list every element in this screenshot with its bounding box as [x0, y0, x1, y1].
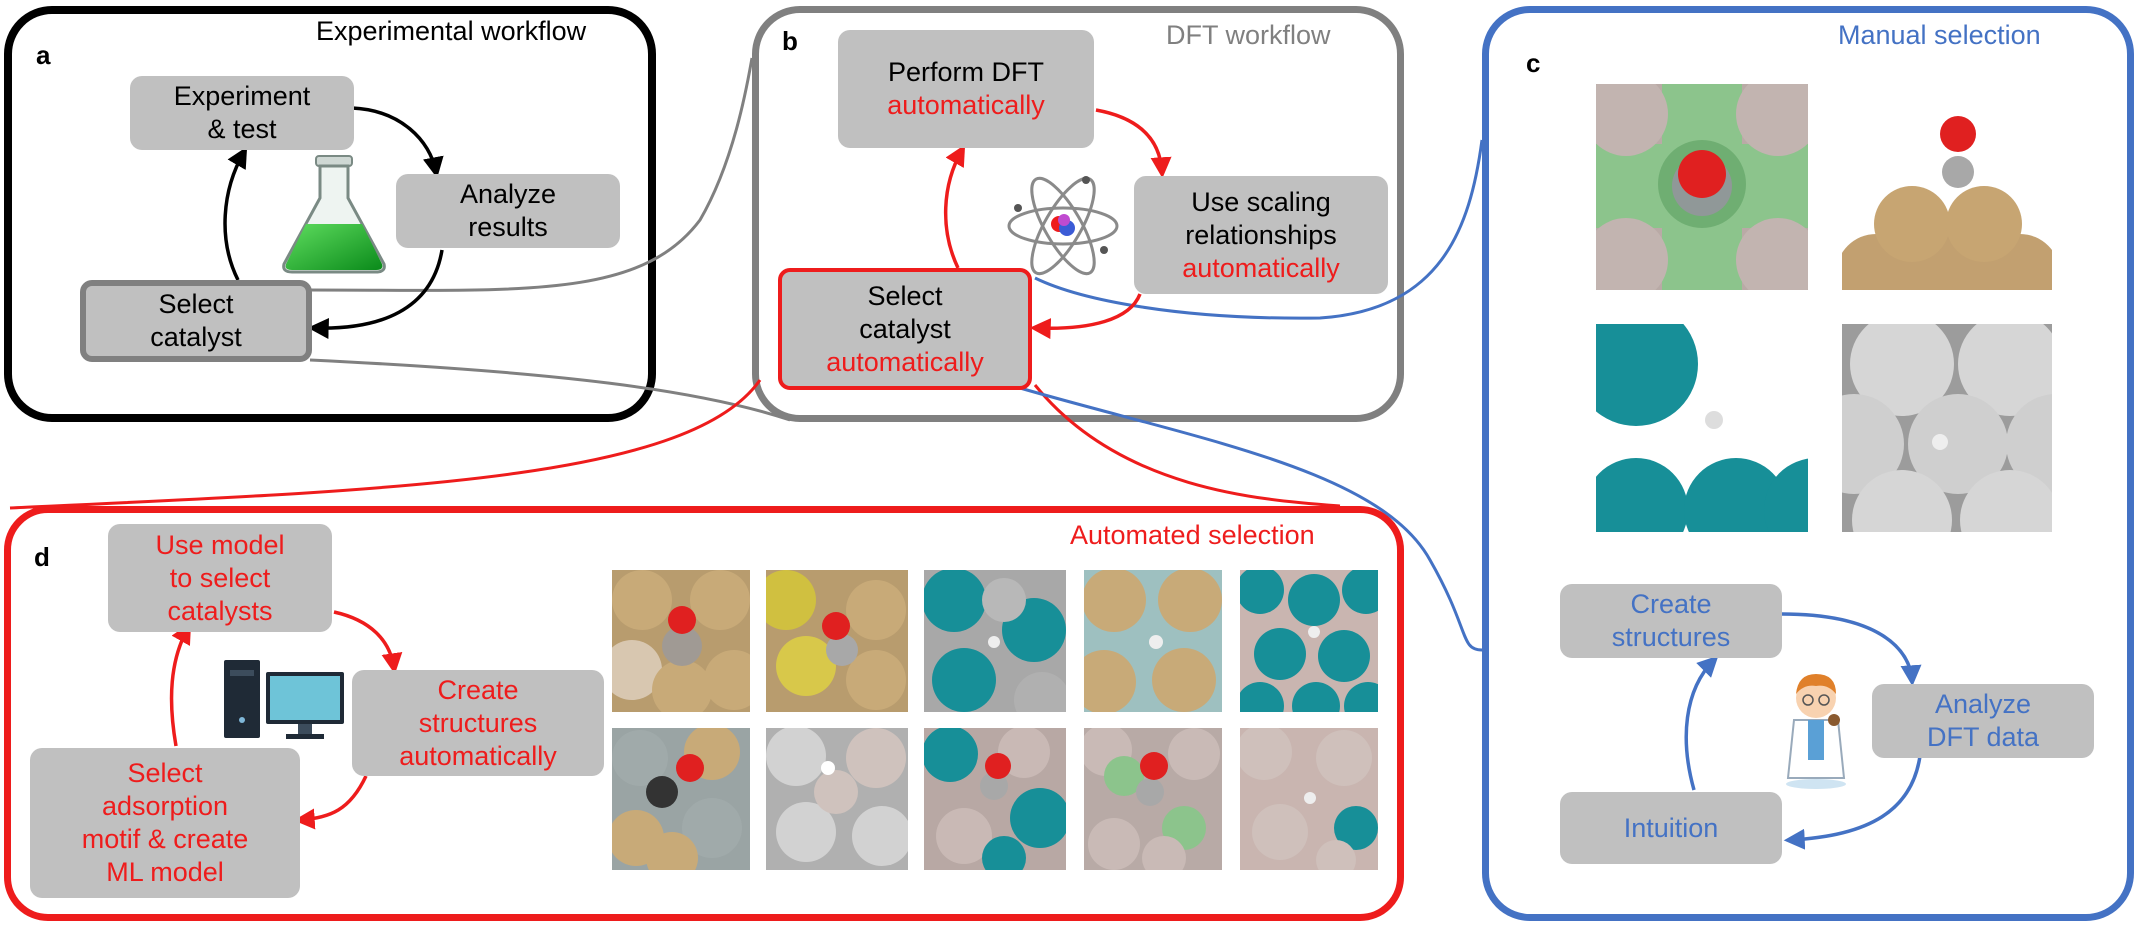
panel-a — [4, 6, 656, 422]
scientist-icon — [1786, 674, 1846, 789]
box-scaling-line1: Use scaling — [1191, 186, 1331, 217]
molecule-structure-tile — [1842, 84, 2052, 290]
molecule-structure-tile — [924, 570, 1066, 712]
molecule-structure-tile — [1240, 570, 1378, 712]
molecule-structure-tile — [1240, 728, 1378, 870]
box-intuition: Intuition — [1560, 792, 1782, 864]
box-scaling-line3: automatically — [1182, 252, 1340, 283]
connector-b-to-c-top — [1034, 139, 1484, 320]
panel-d — [4, 506, 1404, 921]
box-use-model-line2: to select — [169, 562, 271, 593]
box-experiment-test: Experiment & test — [130, 76, 354, 150]
box-create-c-line2: structures — [1611, 622, 1731, 652]
box-create-structures-d: Create structures automatically — [352, 670, 604, 776]
atom-icon — [1007, 176, 1119, 276]
panel-c-title: Manual selection — [1838, 20, 2041, 50]
arrow-c-analyze-to-intuition — [1783, 755, 1922, 850]
box-experiment-line2: & test — [207, 114, 277, 144]
box-perform-line1: Perform DFT — [887, 57, 1044, 87]
molecule-structure-tile — [1596, 84, 1808, 290]
arrow-b-select-to-perform — [944, 144, 966, 269]
arrow-d-select-to-model — [169, 622, 192, 747]
molecule-structure-tile — [612, 728, 750, 870]
arrow-c-intuition-to-create — [1684, 655, 1719, 791]
arrow-a-analyze-to-select — [307, 249, 444, 339]
box-analyze-c-line2: DFT data — [1926, 722, 2040, 752]
molecule-structure-tile — [766, 728, 908, 870]
flask-icon — [282, 155, 386, 274]
panel-a-label: a — [36, 40, 51, 70]
box-perform-dft: Perform DFT automatically — [838, 30, 1094, 148]
box-analyze-results: Analyze results — [396, 174, 620, 248]
panel-a-title: Experimental workflow — [316, 16, 587, 46]
box-select-d-line1: Select — [127, 758, 203, 788]
panel-b-label: b — [782, 26, 798, 56]
box-select-b-line2: catalyst — [859, 313, 951, 344]
box-select-catalyst-b: Select catalyst automatically — [778, 268, 1032, 390]
box-experiment-line1: Experiment — [173, 81, 311, 111]
box-use-model: Use model to select catalysts — [108, 524, 332, 632]
arrow-d-create-to-select — [293, 775, 368, 830]
box-select-adsorption: Select adsorption motif & create ML mode… — [30, 748, 300, 898]
box-select-b-line3: automatically — [826, 346, 984, 377]
arrow-b-perform-to-scaling — [1095, 108, 1172, 179]
panel-c — [1482, 6, 2134, 921]
box-analyze-line1: Analyze — [459, 179, 557, 209]
box-select-b-line1: Select — [867, 280, 943, 311]
box-intuition-line1: Intuition — [1623, 812, 1719, 843]
box-create-d-line2: structures — [418, 707, 538, 738]
box-select-a-line1: Select — [158, 289, 234, 319]
box-analyze-dft-data: Analyze DFT data — [1872, 684, 2094, 758]
molecule-structure-tile — [612, 570, 750, 712]
molecule-structure-tile — [924, 728, 1066, 870]
box-create-structures-c: Create structures — [1560, 584, 1782, 658]
panel-d-label: d — [34, 542, 50, 572]
molecule-structure-tile — [1084, 728, 1222, 870]
arrow-a-select-to-exp — [223, 146, 248, 281]
box-perform-line2: automatically — [887, 90, 1045, 120]
box-scaling-line2: relationships — [1185, 219, 1337, 250]
box-use-model-line3: catalysts — [167, 595, 273, 626]
box-select-d-line3: motif & create — [81, 824, 249, 854]
box-create-c-line1: Create — [1630, 589, 1712, 619]
box-analyze-c-line1: Analyze — [1934, 689, 2032, 719]
panel-b — [752, 6, 1404, 422]
box-scaling-relationships: Use scaling relationships automatically — [1134, 176, 1388, 294]
arrow-c-create-to-analyze — [1781, 612, 1922, 687]
box-select-d-line4: ML model — [106, 857, 224, 887]
box-select-d-line2: adsorption — [101, 791, 229, 821]
arrow-a-exp-to-analyze — [351, 106, 444, 179]
molecule-structure-tile — [1084, 570, 1222, 712]
connector-a-to-b-bottom — [309, 358, 791, 422]
connector-b-to-d-left — [9, 379, 762, 510]
box-select-a-line2: catalyst — [150, 322, 242, 352]
molecule-structure-tile — [766, 570, 908, 712]
arrow-d-model-to-create — [333, 610, 403, 675]
panel-b-title: DFT workflow — [1166, 20, 1331, 50]
box-create-d-line1: Create — [437, 674, 519, 705]
panel-d-title: Automated selection — [1070, 520, 1315, 550]
computer-icon — [224, 660, 344, 739]
box-create-d-line3: automatically — [399, 740, 557, 771]
connector-b-to-c-bottom — [1019, 386, 1483, 652]
connector-a-to-b-top — [307, 57, 754, 292]
panel-c-label: c — [1526, 48, 1541, 78]
molecule-structure-tile — [1596, 324, 1808, 532]
arrow-b-scaling-to-select — [1029, 293, 1142, 340]
connector-b-to-d-right — [1033, 384, 1341, 508]
molecule-structure-tile — [1842, 324, 2052, 532]
box-use-model-line1: Use model — [155, 529, 285, 560]
box-select-catalyst-a: Select catalyst — [80, 280, 312, 362]
box-analyze-line2: results — [468, 212, 548, 242]
